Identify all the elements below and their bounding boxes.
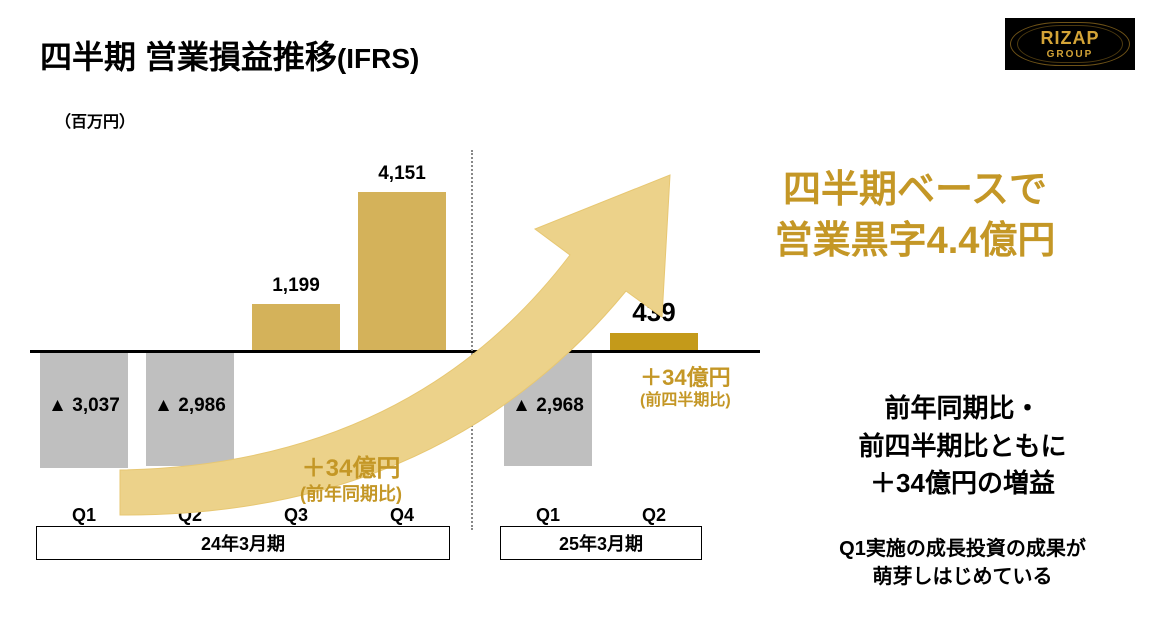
bar (252, 304, 340, 350)
bar-value-label: ▲ 2,968 (504, 395, 592, 417)
page-title-suffix: (IFRS) (337, 43, 419, 74)
bar-value-label: ▲ 3,037 (40, 395, 128, 417)
page-title-main: 四半期 営業損益推移 (40, 39, 337, 75)
x-axis-label: Q2 (146, 505, 234, 526)
sub-block-2-line1: Q1実施の成長投資の成果が (790, 535, 1135, 563)
bar-value-label: 4,151 (358, 163, 446, 185)
bar (610, 333, 698, 350)
period-group-box: 24年3月期 (36, 526, 450, 560)
brand-logo-sub: GROUP (1047, 49, 1094, 60)
annotation-yoy-line2: (前年同期比) (300, 484, 402, 506)
annotation-qoq: ＋34億円 (前四半期比) (640, 365, 731, 411)
axis-zero-line (30, 350, 760, 353)
x-axis-label: Q1 (504, 505, 592, 526)
period-divider (471, 150, 473, 530)
brand-logo-name: RIZAP (1041, 28, 1100, 49)
bar-value-label: ▲ 2,986 (146, 395, 234, 417)
brand-logo: RIZAP GROUP (1005, 18, 1135, 70)
headline-line1: 四半期ベースで (695, 165, 1135, 216)
bar-value-label: 439 (610, 297, 698, 328)
sub-block-line2: 前四半期比ともに (790, 428, 1135, 466)
sub-block-2-line2: 萌芽しはじめている (790, 563, 1135, 591)
sub-block-line3: ＋34億円の増益 (790, 465, 1135, 503)
x-axis-label: Q3 (252, 505, 340, 526)
sub-block: 前年同期比・ 前四半期比ともに ＋34億円の増益 (790, 390, 1135, 503)
x-axis-label: Q1 (40, 505, 128, 526)
x-axis-label: Q2 (610, 505, 698, 526)
annotation-yoy: ＋34億円 (前年同期比) (300, 455, 402, 505)
y-axis-unit-label: （百万円） (55, 108, 135, 132)
annotation-qoq-line1: ＋34億円 (640, 365, 731, 391)
headline-line2: 営業黒字4.4億円 (695, 216, 1135, 267)
page-title: 四半期 営業損益推移(IFRS) (40, 32, 419, 78)
annotation-yoy-line1: ＋34億円 (300, 455, 402, 484)
bar-value-label: 1,199 (252, 275, 340, 297)
x-axis-label: Q4 (358, 505, 446, 526)
sub-block-2: Q1実施の成長投資の成果が 萌芽しはじめている (790, 535, 1135, 591)
sub-block-line1: 前年同期比・ (790, 390, 1135, 428)
period-group-box: 25年3月期 (500, 526, 702, 560)
annotation-qoq-line2: (前四半期比) (640, 391, 731, 410)
bar (358, 192, 446, 350)
headline: 四半期ベースで 営業黒字4.4億円 (695, 165, 1135, 268)
